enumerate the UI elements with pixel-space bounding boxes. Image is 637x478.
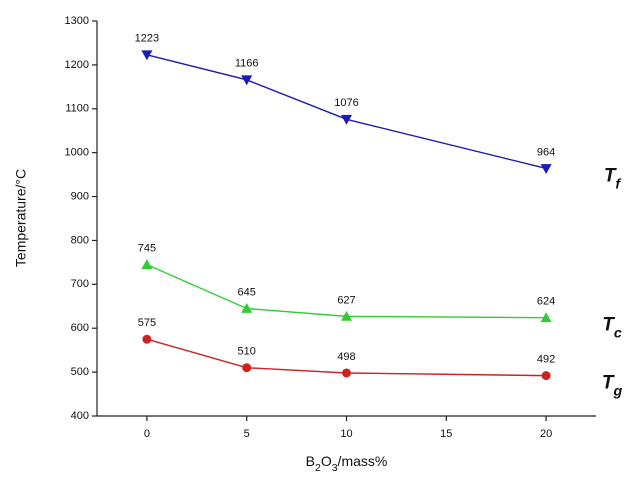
series-line [146,54,547,170]
marker [541,371,551,381]
marker [241,302,253,313]
y-tick-label: 600 [71,322,89,334]
marker [141,259,153,269]
y-tick-label: 700 [71,278,89,290]
value-label: 1076 [334,97,358,109]
y-tick-label: 1100 [65,103,89,115]
y-tick-label: 400 [71,410,89,422]
value-label: 964 [537,146,555,158]
marker [540,164,552,174]
marker [142,334,152,344]
marker [342,368,351,378]
value-label: 745 [138,242,156,254]
marker [241,75,253,86]
value-label: 645 [238,286,256,298]
series-line [146,338,547,377]
value-label: 1166 [235,58,259,70]
value-label: 1223 [135,33,159,45]
x-tick-label: 20 [540,428,552,440]
value-label: 627 [337,294,355,306]
marker [540,312,552,323]
legend-entry: Tf [604,165,622,192]
y-tick-label: 800 [71,234,89,246]
series-line [146,263,547,319]
y-tick-label: 1000 [65,147,89,159]
marker [141,50,153,61]
legend-entry: Tg [602,373,623,400]
x-tick-label: 15 [440,428,452,440]
legend-entry: Tc [602,315,622,342]
y-tick-label: 1300 [65,15,89,27]
marker [341,310,352,321]
y-tick-label: 500 [71,366,89,378]
value-label: 498 [337,351,355,363]
value-label: 575 [138,317,156,329]
value-label: 624 [537,296,555,308]
y-tick-label: 1200 [65,59,89,71]
value-label: 492 [537,354,555,366]
x-tick-label: 5 [244,428,250,440]
marker [242,363,252,373]
marker [341,114,352,125]
y-tick-label: 900 [71,190,89,202]
x-tick-label: 10 [340,428,352,440]
x-tick-label: 0 [144,428,150,440]
y-axis-label: Temperature/°C [13,169,29,267]
value-label: 510 [238,346,256,358]
x-axis-label: B2O3/mass% [306,453,388,474]
